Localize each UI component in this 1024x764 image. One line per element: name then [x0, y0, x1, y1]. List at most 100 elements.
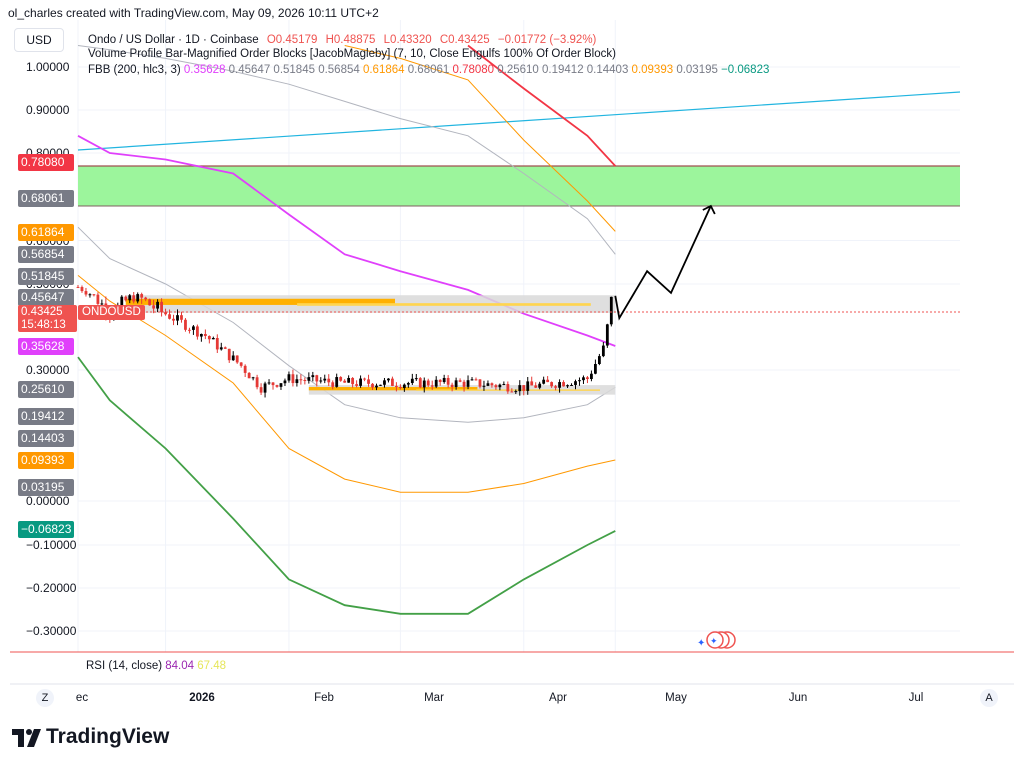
candle-body [363, 378, 366, 380]
candle-body [144, 297, 148, 300]
candle-body [176, 315, 179, 321]
candle-body [263, 383, 267, 393]
candle-body [140, 294, 144, 298]
band-price-badge: −0.06823 [18, 521, 74, 538]
candle-body [502, 383, 506, 385]
fbb-value: 0.35628 [183, 64, 229, 76]
candle-body [375, 385, 378, 388]
band-price-badge: 0.51845 [18, 268, 74, 285]
price-axis-label: 0.90000 [26, 103, 70, 117]
candle-body [590, 373, 593, 380]
candle-body [180, 315, 183, 320]
candle-body [605, 324, 609, 346]
candle-body [534, 385, 538, 388]
candle-body [319, 380, 323, 382]
volume-profile-legend[interactable]: Volume Profile Bar-Magnified Order Block… [88, 48, 616, 60]
candle-body [506, 383, 510, 392]
candle-body [172, 318, 175, 321]
candle-body [343, 380, 347, 383]
candle-body [470, 379, 474, 381]
candle-body [152, 305, 156, 309]
candle-body [450, 384, 454, 388]
candle-body [554, 386, 557, 388]
close-value: C0.43425 [439, 34, 490, 46]
candle-body [80, 287, 84, 292]
projection-arrow [614, 204, 716, 321]
fbb-value: 0.78080 [452, 64, 498, 76]
candle-body [275, 385, 279, 387]
candle-body [474, 379, 478, 381]
fbb-value: 0.51845 [273, 64, 319, 76]
candle-body [570, 384, 573, 386]
candle-body [283, 380, 287, 384]
candle-body [192, 326, 195, 330]
change-value: −0.01772 (−3.92%) [497, 34, 597, 46]
band-price-badge: 0.78080 [18, 154, 74, 171]
rsi-legend[interactable]: RSI (14, close) 84.04 67.48 [86, 660, 226, 672]
candle-body [410, 378, 414, 384]
candle-body [371, 383, 374, 388]
band-price-badge: 0.56854 [18, 246, 74, 263]
candle-body [231, 355, 235, 361]
fbb-value: 0.09393 [631, 64, 677, 76]
candle-body [311, 375, 315, 378]
rsi-title: RSI (14, close) [86, 660, 163, 672]
order-block-volume-0 [125, 298, 396, 305]
candle-body [287, 374, 291, 381]
projection-path [614, 205, 712, 321]
order-block-volume-1 [308, 387, 478, 391]
candle-body [251, 377, 255, 379]
auto-scale-button[interactable]: A [980, 689, 998, 707]
fbb-legend[interactable]: FBB (200, hlc3, 3) 0.35628 0.45647 0.518… [88, 64, 769, 76]
candle-body [486, 383, 490, 386]
candle-body [347, 377, 351, 383]
candle-body [76, 286, 80, 288]
band-price-badge: 0.03195 [18, 479, 74, 496]
candle-body [267, 382, 271, 384]
candle-body [550, 382, 554, 387]
candle-body [351, 377, 355, 385]
fbb-band-upper_3 [467, 44, 616, 167]
candle-body [148, 299, 152, 306]
candle-body [255, 377, 259, 388]
candle-body [442, 377, 446, 383]
symbol-title: Ondo / US Dollar · 1D · Coinbase [88, 34, 259, 46]
fbb-value: 0.68061 [407, 64, 453, 76]
candle-body [418, 378, 422, 388]
projection-arrowhead [702, 204, 716, 215]
candle-body [339, 377, 343, 381]
fbb-value: 0.19412 [542, 64, 587, 76]
candle-body [243, 365, 247, 373]
candle-body [239, 362, 243, 366]
candle-body [518, 385, 522, 392]
time-axis-label: Apr [549, 692, 567, 704]
candle-body [422, 380, 426, 388]
candle-body [426, 380, 430, 386]
candle-body [315, 375, 319, 382]
fbb-value: 0.61864 [362, 64, 408, 76]
time-axis-label: Jun [788, 692, 808, 704]
candle-body [498, 384, 502, 388]
candle-body [92, 294, 96, 296]
rsi-ma-value: 67.48 [197, 660, 227, 672]
candle-body [462, 381, 466, 387]
symbol-legend[interactable]: Ondo / US Dollar · 1D · Coinbase O0.4517… [88, 34, 596, 46]
price-axis-label: −0.30000 [26, 624, 77, 638]
candle-body [84, 291, 88, 295]
candle-body [530, 381, 534, 386]
time-axis-label: Jul [908, 692, 924, 704]
events-icons[interactable]: ✦ ✦ [697, 631, 736, 649]
sparkle-icon: ✦ [697, 638, 705, 649]
candle-body [522, 385, 526, 391]
zoom-button[interactable]: Z [36, 689, 54, 707]
candle-body [391, 378, 394, 386]
candle-body [203, 334, 207, 337]
currency-button[interactable]: USD [14, 28, 64, 52]
price-axis-label: 0.00000 [26, 494, 70, 508]
band-price-badge: 0.14403 [18, 430, 74, 447]
candle-body [601, 345, 605, 357]
candle-body [219, 347, 223, 350]
candle-body [597, 356, 601, 364]
candle-body [454, 380, 458, 388]
